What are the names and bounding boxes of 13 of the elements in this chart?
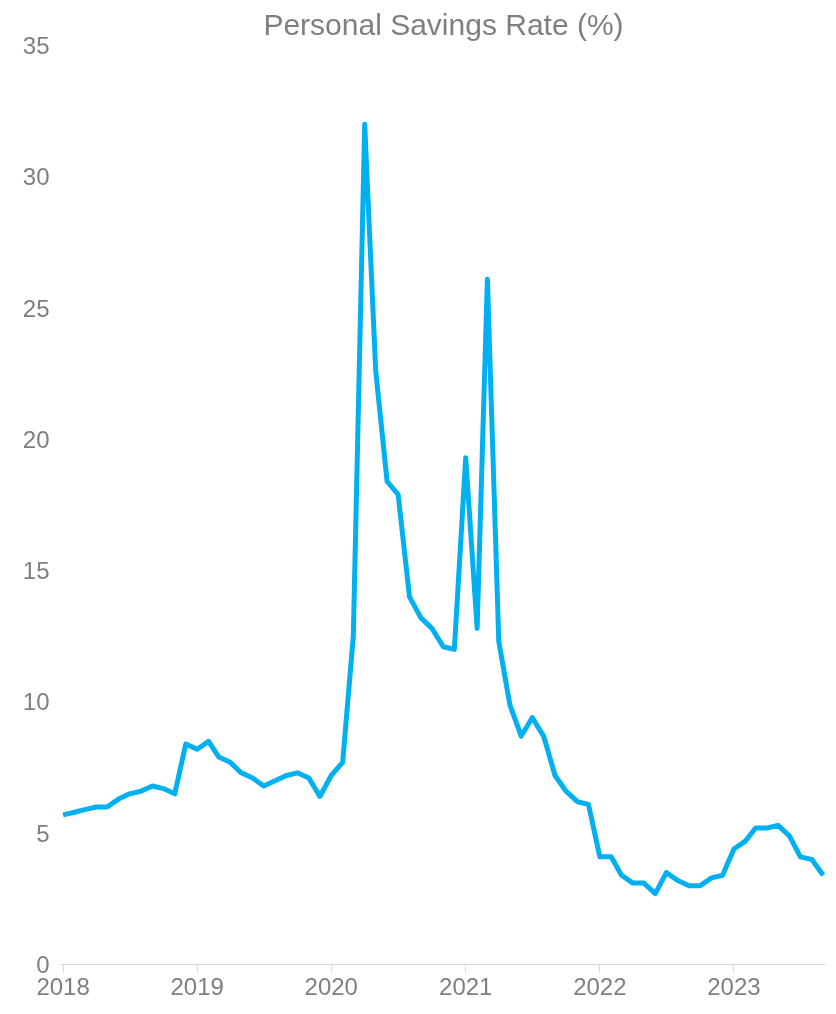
x-tick-label: 2020 bbox=[304, 972, 358, 1000]
y-tick-label: 25 bbox=[22, 294, 50, 322]
x-tick-label: 2023 bbox=[707, 972, 761, 1000]
y-tick-label: 30 bbox=[22, 163, 50, 191]
y-tick-label: 20 bbox=[22, 425, 50, 453]
y-tick-label: 35 bbox=[22, 32, 50, 59]
y-tick-label: 5 bbox=[36, 819, 50, 847]
y-tick-label: 10 bbox=[22, 688, 50, 716]
x-tick-label: 2021 bbox=[439, 972, 493, 1000]
chart-title: Personal Savings Rate (%) bbox=[263, 7, 624, 41]
y-tick-label: 15 bbox=[22, 557, 50, 585]
x-tick-label: 2019 bbox=[170, 972, 224, 1000]
x-tick-label: 2022 bbox=[573, 972, 627, 1000]
